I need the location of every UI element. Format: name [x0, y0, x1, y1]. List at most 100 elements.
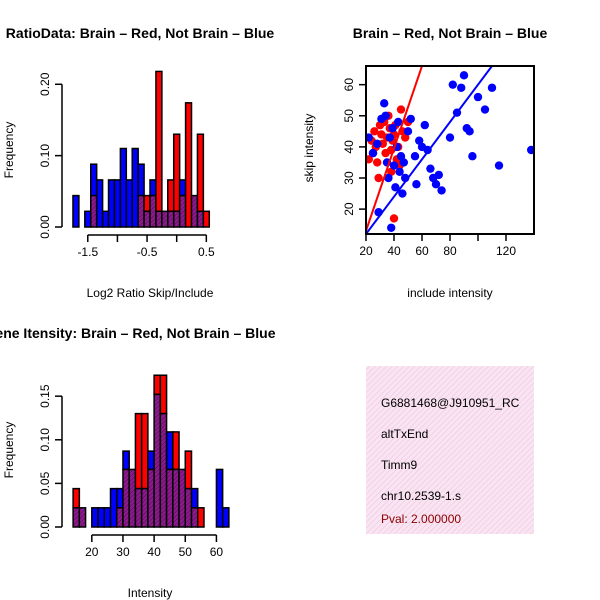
scatter-x-tick-label: 40	[387, 244, 401, 258]
intensity-bar-not-brain	[109, 487, 118, 528]
ratio-bar-overlap	[149, 194, 157, 228]
intensity-y-tick-label: 0.00	[38, 515, 52, 539]
scatter-point-not-brain	[459, 71, 469, 80]
intensity-bar-brain	[184, 450, 193, 490]
intensity-x-tick-label: 40	[147, 545, 161, 559]
ratio-x-tick-label: -1.5	[77, 245, 98, 259]
intensity-bar-overlap	[147, 468, 155, 528]
scatter-x-tick-label: 20	[359, 244, 373, 258]
intensity-bar-overlap	[140, 487, 149, 528]
scatter-point-not-brain	[527, 145, 534, 155]
ratio-bar-not-brain	[113, 179, 122, 228]
ratio-bar-not-brain	[95, 179, 104, 228]
scatter-point-not-brain	[366, 133, 373, 142]
ratio-bar-overlap	[190, 194, 199, 228]
intensity-y-tick-label: 0.15	[38, 384, 52, 408]
intensity-axes: 20 30 40 50 60 0.00 0.05 0.10 0.15	[38, 384, 223, 559]
intensity-bar-brain	[196, 507, 205, 528]
scatter-y-axis-label: skip intensity	[302, 114, 316, 183]
intensity-bar-overlap	[72, 507, 81, 528]
ratio-bar-not-brain	[84, 210, 92, 228]
intensity-bar-overlap	[172, 468, 180, 528]
scatter-panel: Brain – Red, Not Brain – Blue include in…	[302, 25, 547, 300]
intensity-bar-overlap	[115, 507, 124, 528]
ratio-bar-overlap	[196, 210, 205, 228]
intensity-chart-title: Gene Itensity: Brain – Red, Not Brain – …	[0, 325, 276, 341]
intensity-bar-not-brain	[190, 487, 199, 509]
intensity-bar-brain	[153, 374, 162, 396]
ratio-bar-not-brain	[101, 210, 110, 228]
scatter-point-brain	[374, 173, 383, 183]
scatter-point-brain	[366, 155, 373, 164]
scatter-x-tick-label: 120	[496, 244, 516, 258]
probe-id: G6881468@J910951_RC	[381, 396, 520, 410]
scatter-x-tick-label: 60	[415, 244, 429, 258]
scatter-point-not-brain	[368, 148, 378, 158]
scatter-axes: 20 40 60 80 120 20 30 40 50 60	[342, 65, 535, 258]
ratio-bar-brain	[196, 133, 205, 213]
scatter-point-not-brain	[437, 186, 446, 195]
scatter-point-not-brain	[388, 124, 397, 133]
scatter-point-not-brain	[465, 127, 474, 136]
intensity-bar-brain	[134, 412, 143, 490]
scatter-y-tick-label: 40	[342, 140, 356, 154]
scatter-point-not-brain	[395, 167, 404, 176]
scatter-point-not-brain	[387, 223, 396, 232]
ratio-x-tick-label: 0.5	[198, 245, 215, 259]
scatter-point-not-brain	[445, 133, 455, 142]
intensity-bar-overlap	[128, 468, 137, 528]
scatter-point-not-brain	[380, 99, 389, 108]
info-box-background	[366, 366, 534, 534]
scatter-point-not-brain	[448, 80, 457, 89]
scatter-point-not-brain	[403, 127, 413, 136]
scatter-point-not-brain	[410, 152, 420, 161]
intensity-bar-not-brain	[115, 487, 124, 509]
scatter-x-axis-label: include intensity	[407, 286, 492, 300]
ratio-bar-overlap	[137, 194, 145, 228]
scatter-point-not-brain	[473, 92, 483, 102]
ratio-x-axis-label: Log2 Ratio Skip/Include	[87, 286, 214, 300]
scatter-point-not-brain	[412, 180, 421, 189]
scatter-point-brain	[389, 214, 399, 223]
ratio-y-tick-label: 0.20	[38, 72, 52, 96]
scatter-point-not-brain	[487, 83, 497, 92]
scatter-point-not-brain	[434, 170, 443, 180]
ratio-bar-brain	[167, 179, 175, 213]
intensity-y-tick-label: 0.10	[38, 428, 52, 452]
ratio-bar-overlap	[155, 210, 163, 228]
scatter-point-not-brain	[385, 133, 394, 142]
genomic-location: chr10.2539-1.s	[381, 489, 461, 503]
intensity-x-tick-label: 60	[210, 545, 224, 559]
intensity-bar-overlap	[190, 507, 199, 528]
scatter-point-not-brain	[420, 120, 429, 130]
scatter-point-not-brain	[394, 117, 403, 127]
ratio-y-tick-label: 0.00	[38, 215, 52, 239]
ratio-bar-overlap	[161, 210, 169, 228]
scatter-point-not-brain	[389, 161, 399, 170]
scatter-point-brain	[396, 105, 406, 114]
ratio-bar-brain	[143, 194, 151, 213]
ratio-bar-overlap	[178, 194, 187, 228]
scatter-y-tick-label: 30	[342, 171, 356, 185]
intensity-x-tick-label: 30	[116, 545, 130, 559]
intensity-bar-overlap	[184, 487, 193, 528]
ratio-histogram-panel: RatioData: Brain – Red, Not Brain – Blue…	[2, 25, 274, 300]
scatter-point-not-brain	[480, 105, 490, 114]
ratio-bar-overlap	[143, 210, 151, 228]
intensity-bar-overlap	[122, 468, 130, 528]
scatter-chart-title: Brain – Red, Not Brain – Blue	[353, 25, 548, 41]
ratio-bar-not-brain	[72, 194, 80, 228]
scatter-point-not-brain	[398, 189, 407, 198]
intensity-bar-overlap	[134, 487, 143, 528]
ratio-bar-not-brain	[125, 179, 133, 228]
intensity-bar-not-brain	[215, 468, 224, 528]
scatter-point-brain	[370, 127, 379, 136]
gene-name: Timm9	[381, 458, 418, 472]
fit-line-brain	[366, 66, 423, 232]
intensity-bar-brain	[159, 374, 168, 415]
intensity-bar-overlap	[165, 468, 174, 528]
intensity-bar-not-brain	[165, 431, 174, 471]
scatter-point-not-brain	[457, 83, 466, 92]
intensity-bar-not-brain	[122, 450, 130, 471]
